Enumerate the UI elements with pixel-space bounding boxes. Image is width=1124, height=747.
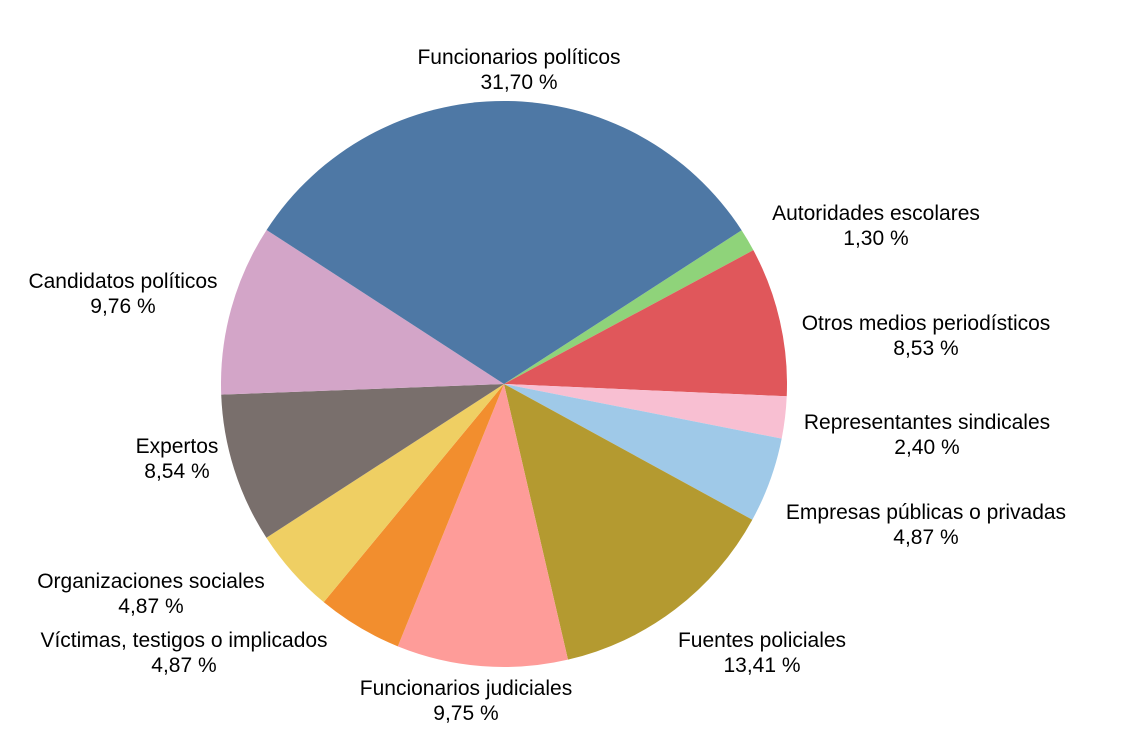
pie-slice-organizaciones-sociales [266, 384, 504, 603]
pie-slice-victimas-testigos-o-implicados [323, 384, 504, 647]
slice-value-funcionarios-politicos: 31,70 % [480, 71, 557, 94]
slice-value-representantes-sindicales: 2,40 % [894, 436, 959, 459]
slice-label-funcionarios-politicos: Funcionarios políticos [417, 46, 620, 69]
pie-slice-autoridades-escolares [504, 230, 754, 384]
slice-value-candidatos-politicos: 9,76 % [90, 295, 155, 318]
pie-slice-empresas-publicas-o-privadas [504, 384, 782, 520]
slice-value-victimas-testigos-o-implicados: 4,87 % [151, 654, 216, 677]
pie-slice-candidatos-politicos [221, 229, 504, 395]
slice-value-organizaciones-sociales: 4,87 % [118, 595, 183, 618]
slice-value-otros-medios-periodisticos: 8,53 % [893, 337, 958, 360]
pie-slice-funcionarios-judiciales [397, 384, 568, 667]
pie-slice-funcionarios-politicos [266, 100, 742, 384]
pie-slices [221, 100, 787, 667]
slice-value-empresas-publicas-o-privadas: 4,87 % [893, 526, 958, 549]
pie-slice-fuentes-policiales [504, 384, 753, 660]
slice-label-victimas-testigos-o-implicados: Víctimas, testigos o implicados [40, 629, 327, 652]
slice-label-otros-medios-periodisticos: Otros medios periodísticos [802, 312, 1051, 335]
slice-label-organizaciones-sociales: Organizaciones sociales [37, 570, 265, 593]
pie-slice-expertos [221, 384, 505, 538]
slice-value-funcionarios-judiciales: 9,75 % [433, 702, 498, 725]
slice-value-fuentes-policiales: 13,41 % [723, 654, 800, 677]
slice-label-fuentes-policiales: Fuentes policiales [678, 629, 846, 652]
pie-slice-otros-medios-periodisticos [504, 250, 787, 397]
slice-label-funcionarios-judiciales: Funcionarios judiciales [360, 677, 572, 700]
slice-label-candidatos-politicos: Candidatos políticos [28, 270, 217, 293]
slice-label-empresas-publicas-o-privadas: Empresas públicas o privadas [786, 501, 1066, 524]
slice-label-representantes-sindicales: Representantes sindicales [804, 411, 1050, 434]
slice-label-autoridades-escolares: Autoridades escolares [772, 202, 980, 225]
slice-value-expertos: 8,54 % [144, 460, 209, 483]
slice-value-autoridades-escolares: 1,30 % [843, 227, 908, 250]
slice-label-expertos: Expertos [136, 435, 219, 458]
pie-slice-representantes-sindicales [504, 384, 787, 439]
